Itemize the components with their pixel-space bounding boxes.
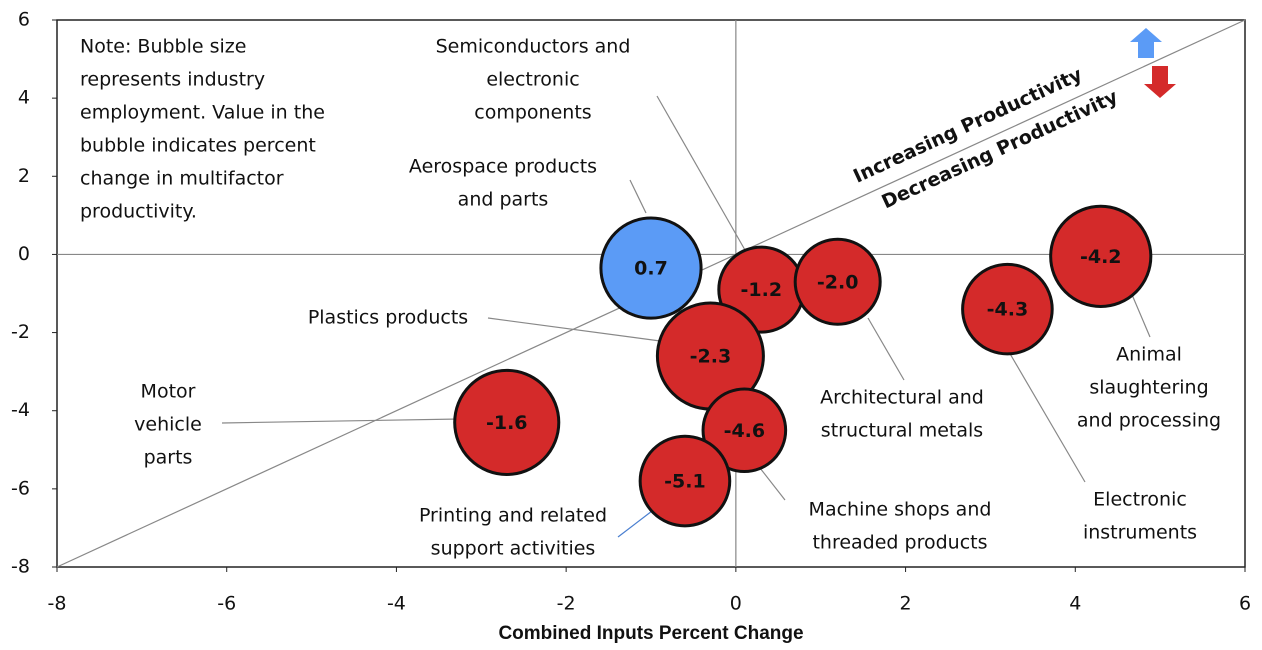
y-tick-label: -4	[11, 399, 30, 421]
bubble	[793, 237, 882, 326]
industry-label: Motor	[141, 381, 196, 403]
note-line: change in multifactor	[80, 168, 284, 190]
industry-label: slaughtering	[1089, 377, 1208, 399]
industry-label: parts	[144, 447, 193, 469]
leader-line	[759, 467, 786, 501]
y-tick-label: 4	[18, 87, 30, 109]
y-tick-label: -8	[11, 556, 30, 578]
x-tick-label: 6	[1239, 593, 1251, 615]
industry-label: threaded products	[812, 532, 987, 554]
x-tick-label: -2	[557, 593, 576, 615]
x-tick-label: -4	[387, 593, 406, 615]
note-line: employment. Value in the	[80, 102, 325, 124]
leader-line	[221, 418, 461, 424]
bubble-label: -1.6	[486, 412, 528, 434]
industry-label: Semiconductors and	[436, 36, 631, 58]
industry-label: vehicle	[134, 414, 202, 436]
leader-line	[617, 510, 653, 538]
increase-arrow	[1130, 28, 1162, 58]
bubble-label: -4.2	[1080, 246, 1122, 268]
x-tick-label: -6	[217, 593, 236, 615]
industry-label: Architectural and	[820, 387, 984, 409]
industry-label: Electronic	[1093, 489, 1187, 511]
y-tick-label: 6	[18, 9, 30, 31]
leader-line	[487, 317, 691, 346]
bubble-label: -1.2	[741, 279, 783, 301]
y-tick-label: -2	[11, 321, 30, 343]
industry-label: support activities	[431, 538, 596, 560]
industry-label: structural metals	[821, 420, 983, 442]
bubble	[701, 387, 788, 474]
bubble	[1049, 204, 1153, 308]
industry-label: and parts	[458, 189, 549, 211]
y-tick-label: 2	[18, 165, 30, 187]
leader-line	[629, 179, 647, 214]
industry-label: instruments	[1083, 522, 1197, 544]
industry-label: Printing and related	[419, 505, 607, 527]
x-tick-label: -8	[48, 593, 67, 615]
bubble-label: -4.6	[724, 420, 766, 442]
industry-label: and processing	[1077, 410, 1221, 432]
industry-label: components	[474, 102, 591, 124]
x-axis-label: Combined Inputs Percent Change	[498, 623, 803, 644]
bubble	[599, 216, 703, 320]
bubble	[638, 434, 732, 528]
plot-border	[56, 19, 1246, 568]
x-tick-label: 0	[730, 593, 742, 615]
note-line: bubble indicates percent	[80, 135, 316, 157]
industry-label: Plastics products	[308, 307, 468, 329]
leader-line	[1129, 289, 1151, 338]
note-line: represents industry	[80, 69, 265, 91]
bubble-label: -2.0	[817, 271, 859, 293]
industry-label: electronic	[486, 69, 579, 91]
x-tick-label: 4	[1069, 593, 1081, 615]
leader-line	[867, 317, 905, 381]
leader-line	[656, 95, 746, 251]
y-tick-label: -6	[11, 477, 30, 499]
bubble-label: -2.3	[690, 346, 732, 368]
leader-line	[1008, 351, 1086, 483]
bubble-label: -5.1	[664, 471, 706, 493]
bubble-label: 0.7	[634, 258, 668, 280]
y-tick-label: 0	[18, 243, 30, 265]
bubble	[961, 262, 1054, 356]
x-tick-label: 2	[900, 593, 912, 615]
note-line: Note: Bubble size	[80, 36, 246, 58]
decrease-arrow	[1144, 66, 1176, 98]
bubble-label: -4.3	[987, 299, 1029, 321]
industry-label: Animal	[1116, 344, 1182, 366]
bubble	[453, 368, 561, 476]
industry-label: Machine shops and	[809, 499, 992, 521]
note-line: productivity.	[80, 201, 197, 223]
industry-label: Aerospace products	[409, 156, 597, 178]
